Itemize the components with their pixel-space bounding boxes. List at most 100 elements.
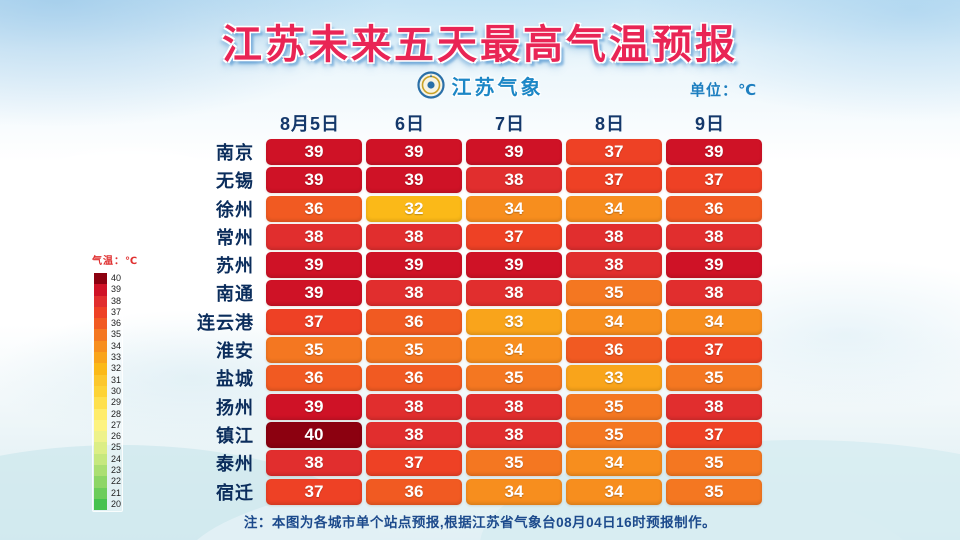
legend-value: 32 [111, 363, 122, 374]
legend-value: 39 [111, 284, 122, 295]
legend-entry: 24 [94, 453, 121, 466]
legend-value: 38 [111, 295, 122, 306]
table-row: 无锡 39 39 38 37 37 [154, 167, 762, 194]
legend-title: 气温：℃ [92, 256, 139, 267]
temp-cell: 36 [366, 308, 462, 335]
table-row: 淮安 35 35 34 36 37 [154, 337, 762, 364]
legend-swatch [94, 295, 107, 307]
temp-cell: 35 [666, 365, 762, 392]
legend-swatch [94, 363, 107, 375]
temp-cell: 39 [466, 139, 562, 165]
table-row: 扬州 39 38 38 35 38 [154, 393, 762, 420]
city-label: 盐城 [216, 369, 254, 390]
temp-cell: 37 [666, 337, 762, 364]
temp-cell: 34 [466, 478, 562, 505]
temp-cell: 38 [566, 252, 662, 279]
legend-value: 27 [111, 419, 122, 430]
date-header: 8月5日 [279, 114, 341, 134]
temp-cell: 38 [366, 223, 462, 250]
jiangsu-meteorology-logo-icon [416, 71, 445, 99]
legend-swatch [94, 352, 107, 364]
temp-cell: 35 [566, 393, 662, 420]
temp-cell: 39 [266, 393, 362, 420]
temp-cell: 35 [466, 365, 562, 392]
temp-cell: 38 [666, 393, 762, 420]
temp-cell: 37 [266, 308, 362, 335]
temp-cell: 37 [666, 167, 762, 194]
legend-entry: 23 [94, 465, 122, 477]
legend-value: 23 [111, 465, 122, 476]
legend-swatch [94, 498, 107, 511]
city-label: 连云港 [197, 312, 254, 333]
legend-value: 35 [111, 329, 122, 340]
legend-value: 28 [111, 408, 122, 419]
temp-cell: 35 [266, 337, 362, 364]
legend-value: 29 [111, 397, 122, 408]
legend-swatch [94, 419, 107, 432]
legend-swatch [94, 431, 107, 443]
table-row: 盐城 36 36 35 33 35 [154, 365, 762, 392]
legend-value: 22 [111, 476, 122, 487]
city-label: 镇江 [216, 425, 254, 446]
temp-cell: 40 [266, 421, 362, 448]
legend-swatch [94, 397, 107, 409]
legend-entry: 25 [94, 442, 122, 454]
legend-swatch [94, 318, 107, 330]
brand-name: 江苏气象 [451, 76, 544, 99]
date-header: 8日 [594, 114, 625, 134]
legend-swatch [94, 487, 107, 499]
table-row: 徐州 36 32 34 34 36 [154, 195, 762, 222]
legend-swatch [94, 306, 107, 319]
legend-swatch [94, 465, 107, 477]
city-label: 苏州 [216, 256, 254, 277]
temp-cell: 38 [466, 393, 562, 420]
legend-value: 37 [111, 306, 122, 317]
temp-cell: 39 [666, 252, 762, 279]
brand-row: 江苏气象 [0, 70, 960, 100]
city-label: 常州 [216, 227, 254, 248]
temp-cell: 39 [366, 167, 462, 194]
temp-cell: 37 [566, 139, 662, 165]
legend-entry: 36 [94, 318, 121, 330]
table-row: 镇江 40 38 38 35 37 [154, 421, 762, 448]
table-row: 南京 39 39 39 37 39 [154, 139, 762, 165]
temp-cell: 38 [366, 421, 462, 448]
temp-cell: 37 [566, 167, 662, 194]
temp-cell: 38 [266, 223, 362, 250]
legend-swatch [94, 385, 107, 398]
legend-entry: 22 [94, 476, 122, 488]
date-header-row: 8月5日 6日 7日 8日 9日 [262, 111, 758, 135]
temp-cell: 38 [566, 223, 662, 250]
temp-cell: 37 [666, 421, 762, 448]
temp-cell: 38 [666, 223, 762, 250]
legend-entry: 29 [94, 397, 122, 409]
legend-value: 33 [111, 352, 122, 363]
temp-cell: 38 [266, 450, 362, 477]
date-header: 7日 [494, 114, 525, 134]
date-header: 6日 [394, 114, 425, 134]
temp-cell: 39 [366, 139, 462, 165]
temp-cell: 39 [466, 252, 562, 279]
legend-value: 30 [111, 385, 122, 396]
temp-cell: 39 [266, 280, 362, 307]
table-row: 南通 39 38 38 35 38 [154, 280, 762, 307]
legend-entry: 39 [94, 284, 122, 296]
temp-cell: 34 [566, 195, 662, 222]
legend-entry: 30 [94, 385, 122, 398]
temp-cell: 37 [266, 478, 362, 505]
city-label: 徐州 [216, 199, 254, 220]
legend-entry: 20 [94, 498, 121, 511]
legend-value: 40 [111, 273, 122, 283]
legend-entry: 28 [94, 408, 122, 420]
temp-cell: 34 [666, 308, 762, 335]
temp-cell: 37 [466, 223, 562, 250]
legend-value: 25 [111, 442, 122, 453]
temp-cell: 39 [666, 139, 762, 165]
legend-swatch [94, 329, 107, 341]
legend-value: 34 [111, 340, 122, 351]
temp-cell: 35 [666, 478, 762, 505]
temp-cell: 35 [566, 280, 662, 307]
city-label: 无锡 [216, 171, 254, 192]
temp-cell: 35 [366, 337, 462, 364]
legend-swatch [94, 273, 107, 285]
